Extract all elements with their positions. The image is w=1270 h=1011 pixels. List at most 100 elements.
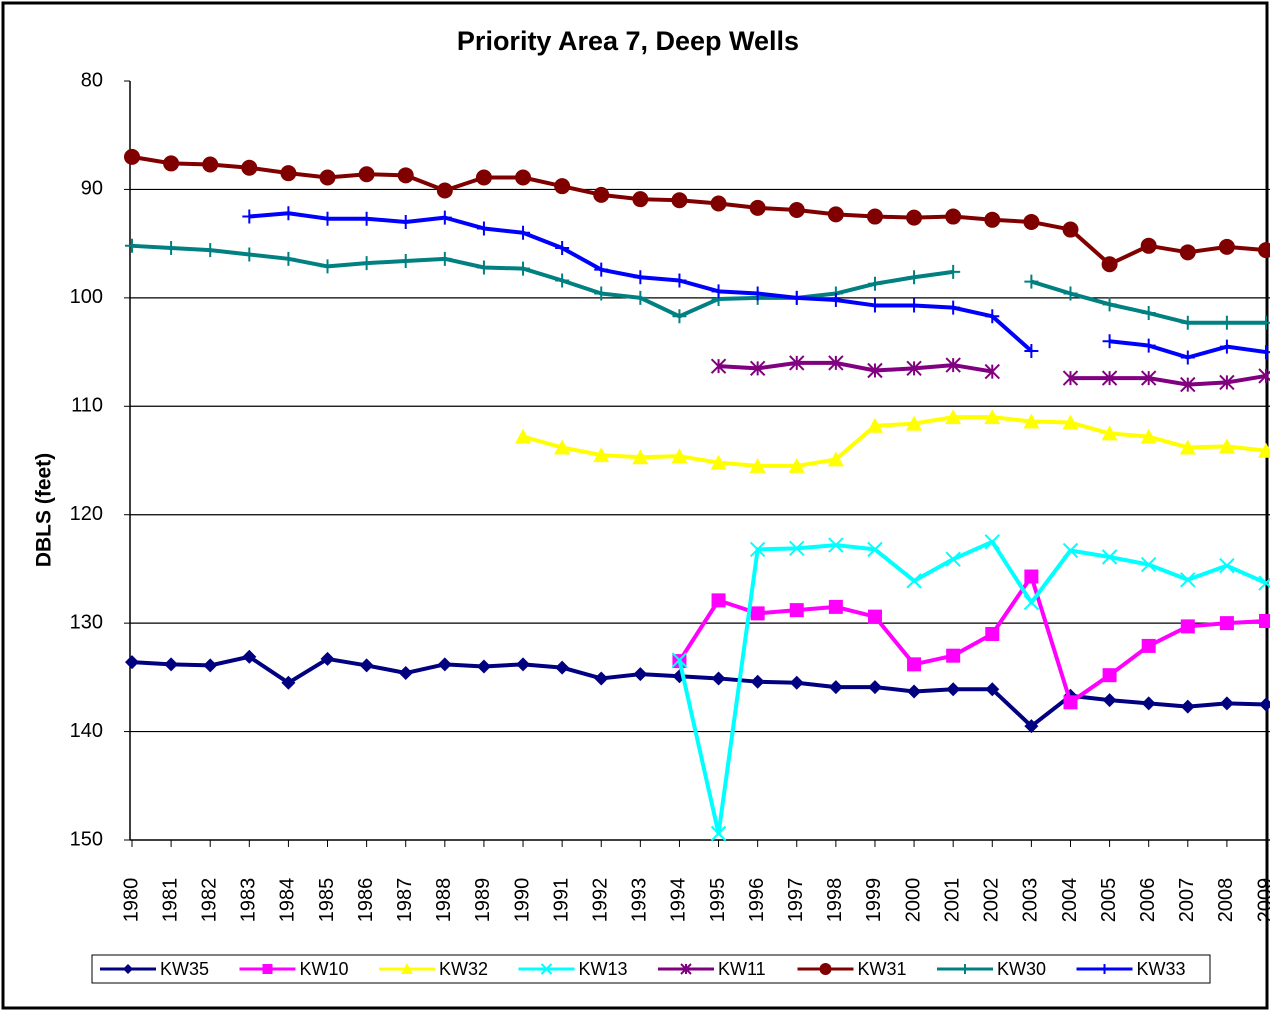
x-tick-label: 2008 <box>1215 878 1237 923</box>
marker <box>359 211 374 226</box>
marker <box>945 357 961 373</box>
marker <box>555 240 570 255</box>
marker <box>320 651 335 666</box>
legend-label: KW30 <box>997 959 1046 979</box>
legend-label: KW32 <box>439 959 488 979</box>
series-5 <box>124 148 1270 273</box>
marker <box>827 206 844 223</box>
marker <box>262 964 273 974</box>
marker <box>1023 594 1040 611</box>
marker <box>788 202 805 219</box>
marker <box>827 451 844 467</box>
x-tick-label: 2001 <box>941 878 963 923</box>
series-6 <box>125 238 1270 330</box>
y-tick-label: 110 <box>71 395 103 417</box>
marker <box>749 360 766 377</box>
marker <box>1140 428 1157 444</box>
x-tick-label: 1980 <box>120 878 142 923</box>
x-tick-label: 1993 <box>629 878 651 923</box>
marker <box>1219 696 1234 711</box>
marker <box>555 660 570 675</box>
marker <box>397 167 414 184</box>
marker <box>1102 334 1117 349</box>
x-tick-label: 1984 <box>277 878 299 923</box>
marker <box>1180 572 1196 588</box>
marker <box>515 428 532 444</box>
x-tick-label: 1999 <box>863 878 885 923</box>
marker <box>632 191 649 208</box>
series-line <box>677 539 1267 836</box>
marker <box>359 658 374 673</box>
marker <box>1102 297 1117 312</box>
marker <box>398 666 413 681</box>
marker <box>1140 556 1157 573</box>
y-tick-label: 120 <box>70 503 103 525</box>
marker <box>749 457 766 473</box>
marker <box>1141 338 1156 353</box>
y-axis-label: DBLS (feet) <box>33 453 56 567</box>
marker <box>749 199 766 216</box>
marker <box>750 674 765 689</box>
marker <box>594 262 609 277</box>
chart-title: Priority Area 7, Deep Wells <box>457 26 799 56</box>
marker <box>867 276 882 291</box>
marker <box>164 657 179 672</box>
legend-label: KW10 <box>300 959 349 979</box>
marker <box>1180 376 1196 393</box>
marker <box>710 454 727 470</box>
marker <box>1101 256 1118 273</box>
legend-label: KW11 <box>718 959 766 979</box>
marker <box>281 675 296 690</box>
marker <box>320 211 335 226</box>
marker <box>750 606 765 621</box>
marker <box>789 290 804 305</box>
marker <box>1219 339 1234 354</box>
series-7 <box>242 206 1270 365</box>
marker <box>320 259 335 274</box>
marker <box>672 273 687 288</box>
y-tick-label: 130 <box>70 611 103 633</box>
marker <box>819 963 832 975</box>
y-tick-label: 100 <box>70 286 103 308</box>
x-tick-label: 1985 <box>316 878 338 923</box>
marker <box>203 243 218 258</box>
marker <box>946 300 961 315</box>
marker <box>164 240 179 255</box>
marker <box>241 159 258 176</box>
marker <box>960 964 970 974</box>
marker <box>984 409 1001 425</box>
series-1 <box>672 569 1270 710</box>
marker <box>985 309 1000 324</box>
marker <box>671 448 688 464</box>
marker <box>1062 370 1079 386</box>
marker <box>1062 221 1079 238</box>
marker <box>749 541 766 558</box>
marker <box>906 360 922 377</box>
x-tick-label: 1983 <box>238 878 260 923</box>
marker <box>1101 549 1118 565</box>
marker <box>789 675 804 690</box>
marker <box>789 540 805 557</box>
legend-label: KW31 <box>858 959 907 979</box>
x-tick-label: 1990 <box>511 878 533 923</box>
x-tick-label: 2004 <box>1059 878 1081 923</box>
legend-label: KW35 <box>160 959 209 979</box>
marker <box>671 192 688 209</box>
x-tick-label: 1981 <box>159 878 181 923</box>
marker <box>475 169 492 186</box>
marker <box>1218 238 1235 255</box>
marker <box>1259 697 1270 712</box>
marker <box>1063 695 1078 710</box>
marker <box>555 273 570 288</box>
marker <box>750 286 765 301</box>
marker <box>1180 619 1195 634</box>
marker <box>1099 964 1110 974</box>
y-tick-label: 150 <box>70 828 103 850</box>
marker <box>906 209 923 226</box>
marker <box>1023 213 1040 230</box>
marker <box>1258 442 1270 458</box>
marker <box>1141 638 1156 653</box>
